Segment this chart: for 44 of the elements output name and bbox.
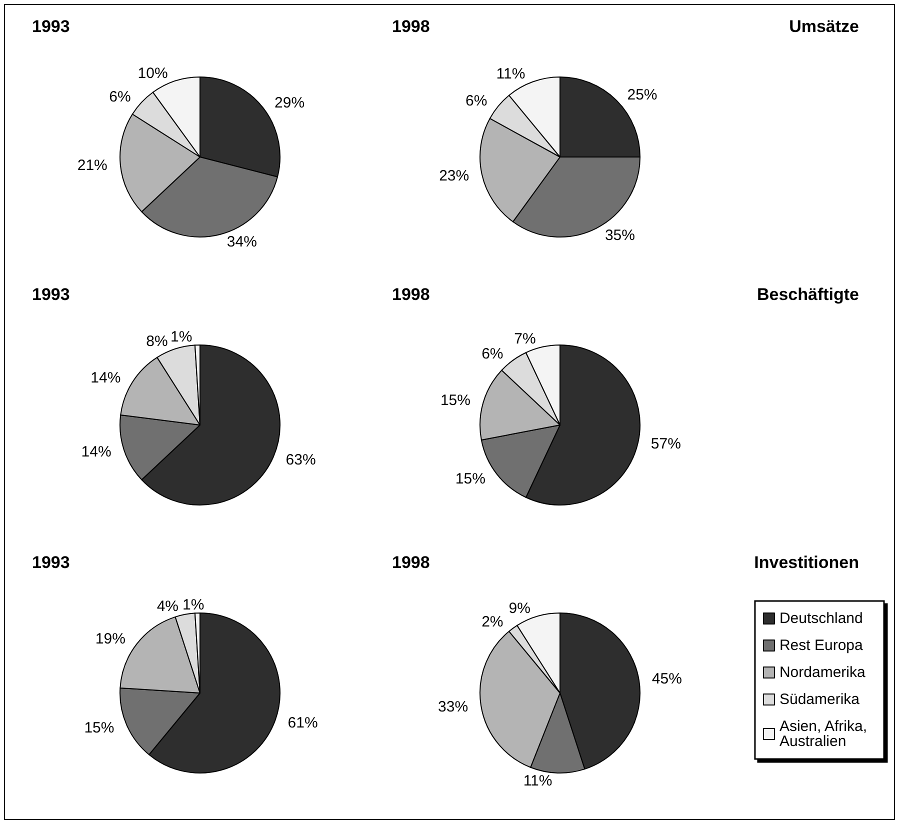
data-label: 15%: [455, 470, 486, 488]
data-label: 15%: [440, 392, 470, 409]
data-label: 11%: [496, 66, 526, 83]
legend-label: Deutschland: [779, 610, 863, 627]
data-label: 6%: [109, 88, 131, 106]
text: Umsätze: [789, 17, 860, 36]
data-label: 10%: [138, 64, 168, 82]
data-label: 7%: [514, 330, 536, 348]
chart-title: 1993: [32, 285, 70, 304]
data-label: 8%: [146, 332, 168, 350]
data-label: 4%: [156, 598, 179, 616]
data-label: 29%: [274, 94, 305, 112]
chart-subtitle: Investitionen: [754, 553, 860, 572]
data-label: 2%: [482, 613, 504, 630]
data-label: 21%: [77, 156, 108, 174]
legend-label: Nordamerika: [779, 664, 866, 681]
data-label: 63%: [286, 451, 316, 468]
chart-title: 1998: [392, 285, 430, 304]
chart-title: 1993: [32, 17, 70, 36]
data-label: 33%: [438, 698, 468, 716]
legend-label: Südamerika: [779, 691, 860, 708]
data-label: 19%: [95, 630, 126, 648]
data-label: 61%: [288, 714, 318, 732]
chart-title: 1998: [392, 553, 430, 572]
legend-label: Rest Europa: [779, 637, 864, 654]
data-label: 11%: [523, 772, 552, 790]
data-label: 6%: [466, 92, 488, 110]
data-label: 57%: [650, 436, 681, 453]
data-label: 1%: [182, 596, 204, 614]
data-label: 6%: [482, 345, 504, 362]
data-label: 23%: [439, 168, 470, 185]
data-label: 35%: [604, 226, 635, 244]
data-label: 1%: [170, 328, 192, 346]
chart-title: 1998: [392, 17, 430, 36]
data-label: 14%: [90, 369, 121, 386]
legend-label: Asien, Afrika, Australien: [779, 718, 872, 750]
data-label: 15%: [84, 719, 114, 736]
data-label: 14%: [81, 444, 112, 461]
text: Beschäftigte: [756, 285, 860, 304]
chart-title: 1993: [32, 553, 70, 572]
data-label: 25%: [627, 86, 658, 104]
data-label: 45%: [652, 670, 682, 688]
data-label: 34%: [226, 234, 257, 251]
data-label: 9%: [508, 600, 530, 617]
